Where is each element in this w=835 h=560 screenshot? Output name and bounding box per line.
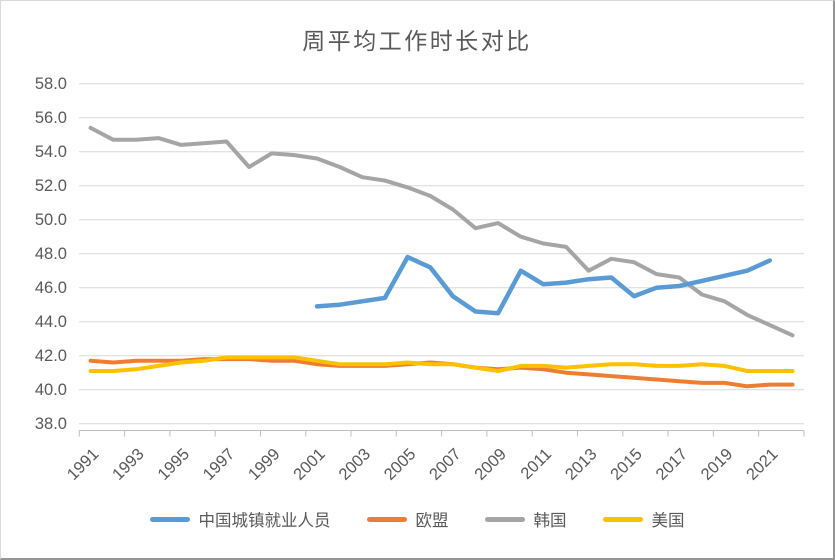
x-tick-label: 1999 <box>245 445 284 484</box>
y-tick-label: 54.0 <box>35 143 67 161</box>
y-tick-label: 52.0 <box>35 177 67 195</box>
legend-item-eu: 欧盟 <box>366 507 449 531</box>
x-tick-label: 1991 <box>64 445 103 484</box>
x-axis <box>78 430 805 437</box>
x-tick-label: 2007 <box>426 445 465 484</box>
x-axis-labels: 1991 1993 1995 1997 1999 2001 2003 2005 2007 2009… <box>64 445 782 484</box>
x-tick-label: 2013 <box>562 445 601 484</box>
y-tick-label: 42.0 <box>35 347 67 365</box>
series-line <box>314 254 773 316</box>
x-tick-label: 2001 <box>290 445 329 484</box>
korea-series-swatch <box>484 516 525 522</box>
y-tick-label: 40.0 <box>35 381 67 399</box>
us-series-swatch <box>602 516 643 522</box>
y-axis-labels: 58.0 56.0 54.0 52.0 50.0 48.0 46.0 44.0 42.0 40.0… <box>35 75 67 433</box>
x-tick-label: 2009 <box>471 445 510 484</box>
chart-legend: 中国城镇就业人员 欧盟 韩国 美国 <box>1 507 833 531</box>
x-tick-label: 2021 <box>743 445 782 484</box>
eu-series-swatch <box>366 516 407 522</box>
x-tick-label: 1995 <box>154 445 193 484</box>
legend-label-us: 美国 <box>651 512 685 530</box>
x-tick-label: 2003 <box>335 445 374 484</box>
series-line <box>88 125 795 338</box>
y-tick-label: 56.0 <box>35 109 67 127</box>
x-tick-label: 2017 <box>652 445 691 484</box>
y-tick-label: 50.0 <box>35 211 67 229</box>
legend-item-china: 中国城镇就业人员 <box>149 507 331 531</box>
x-tick-label: 1993 <box>109 445 148 484</box>
x-tick-label: 2011 <box>517 445 555 483</box>
china-series-swatch <box>149 516 190 522</box>
y-tick-label: 38.0 <box>35 415 67 433</box>
legend-item-us: 美国 <box>602 507 685 531</box>
legend-label-china: 中国城镇就业人员 <box>198 512 331 530</box>
x-tick-label: 1997 <box>200 445 239 484</box>
legend-item-korea: 韩国 <box>484 507 567 531</box>
legend-label-eu: 欧盟 <box>415 512 449 530</box>
y-tick-label: 46.0 <box>35 279 67 297</box>
x-tick-label: 2015 <box>607 445 646 484</box>
x-tick-label: 2019 <box>698 445 737 484</box>
gridlines <box>79 83 804 425</box>
chart-title: 周平均工作时长对比 <box>302 28 532 54</box>
y-tick-label: 48.0 <box>35 245 67 263</box>
x-tick-label: 2005 <box>381 445 420 484</box>
y-tick-label: 44.0 <box>35 313 67 331</box>
legend-label-korea: 韩国 <box>533 512 567 530</box>
series-line <box>88 355 795 373</box>
y-tick-label: 58.0 <box>35 75 67 93</box>
